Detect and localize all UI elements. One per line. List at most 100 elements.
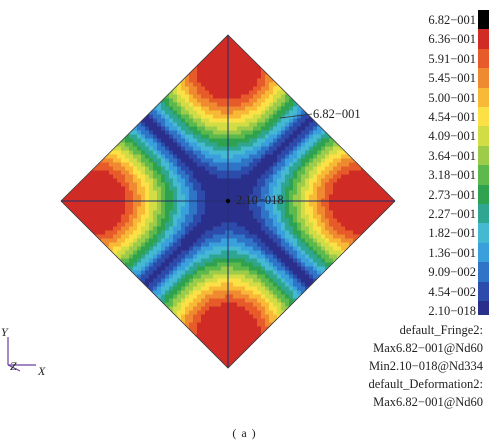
fringe-cell xyxy=(197,218,202,223)
fringe-cell xyxy=(197,298,202,303)
fringe-cell xyxy=(221,298,226,303)
fringe-cell xyxy=(229,338,234,343)
fringe-cell xyxy=(297,134,302,139)
fringe-cell xyxy=(153,106,158,111)
fringe-cell xyxy=(265,214,270,219)
fringe-cell xyxy=(173,278,178,283)
fringe-cell xyxy=(257,290,262,295)
fringe-cell xyxy=(141,150,146,155)
fringe-cell xyxy=(281,194,286,199)
fringe-cell xyxy=(329,158,334,163)
fringe-cell xyxy=(201,206,206,211)
fringe-cell xyxy=(121,154,126,159)
fringe-cell xyxy=(217,270,222,275)
fringe-cell xyxy=(277,130,282,135)
fringe-cell xyxy=(221,250,226,255)
fringe-cell xyxy=(245,350,250,355)
fringe-cell xyxy=(89,170,94,175)
fringe-cell xyxy=(305,186,310,191)
fringe-cell xyxy=(305,162,310,167)
fringe-cell xyxy=(221,266,226,271)
fringe-cell xyxy=(277,166,282,171)
fringe-cell xyxy=(221,294,226,299)
fringe-cell xyxy=(309,194,314,199)
fringe-cell xyxy=(241,342,246,347)
fringe-cell xyxy=(209,286,214,291)
fringe-cell xyxy=(121,194,126,199)
fringe-cell xyxy=(225,130,230,135)
fringe-cell xyxy=(149,214,154,219)
fringe-cell xyxy=(209,162,214,167)
fringe-cell xyxy=(241,282,246,287)
fringe-cell xyxy=(165,142,170,147)
fringe-cell xyxy=(205,194,210,199)
fringe-cell xyxy=(133,134,138,139)
fringe-cell xyxy=(293,146,298,151)
fringe-cell xyxy=(217,218,222,223)
fringe-cell xyxy=(221,186,226,191)
fringe-cell xyxy=(173,138,178,143)
fringe-cell xyxy=(145,234,150,239)
fringe-cell xyxy=(317,158,322,163)
fringe-cell xyxy=(141,134,146,139)
fringe-cell xyxy=(197,322,202,327)
fringe-cell xyxy=(225,178,230,183)
fringe-cell xyxy=(305,122,310,127)
fringe-cell xyxy=(65,202,70,207)
fringe-cell xyxy=(225,174,230,179)
fringe-cell xyxy=(273,102,278,107)
fringe-cell xyxy=(185,330,190,335)
fringe-cell xyxy=(277,318,282,323)
fringe-cell xyxy=(225,270,230,275)
fringe-cell xyxy=(221,314,226,319)
fringe-cell xyxy=(181,186,186,191)
fringe-cell xyxy=(333,242,338,247)
fringe-cell xyxy=(145,126,150,131)
fringe-cell xyxy=(229,246,234,251)
fringe-cell xyxy=(197,306,202,311)
fringe-cell xyxy=(309,142,314,147)
fringe-cell xyxy=(217,134,222,139)
fringe-cell xyxy=(269,282,274,287)
fringe-cell xyxy=(109,162,114,167)
fringe-cell xyxy=(313,194,318,199)
fringe-cell xyxy=(201,298,206,303)
fringe-cell xyxy=(109,254,114,259)
fringe-cell xyxy=(217,90,222,95)
fringe-cell xyxy=(285,290,290,295)
fringe-cell xyxy=(249,326,254,331)
fringe-cell xyxy=(237,154,242,159)
fringe-cell xyxy=(313,130,318,135)
fringe-cell xyxy=(121,246,126,251)
fringe-cell xyxy=(233,338,238,343)
fringe-cell xyxy=(253,178,258,183)
fringe-cell xyxy=(221,242,226,247)
fringe-cell xyxy=(297,298,302,303)
fringe-cell xyxy=(149,158,154,163)
fringe-cell xyxy=(225,246,230,251)
fringe-cell xyxy=(253,98,258,103)
fringe-cell xyxy=(121,214,126,219)
fringe-cell xyxy=(225,98,230,103)
fringe-cell xyxy=(149,242,154,247)
fringe-cell xyxy=(237,130,242,135)
fringe-cell xyxy=(181,166,186,171)
fringe-cell xyxy=(217,214,222,219)
fringe-cell xyxy=(265,86,270,91)
fringe-cell xyxy=(221,290,226,295)
fringe-cell xyxy=(245,82,250,87)
fringe-cell xyxy=(273,82,278,87)
fringe-cell xyxy=(157,250,162,255)
fringe-cell xyxy=(105,250,110,255)
fringe-cell xyxy=(229,290,234,295)
fringe-cell xyxy=(245,70,250,75)
fringe-cell xyxy=(141,162,146,167)
fringe-cell xyxy=(301,246,306,251)
fringe-cell xyxy=(121,202,126,207)
fringe-cell xyxy=(177,178,182,183)
fringe-cell xyxy=(329,206,334,211)
fringe-cell xyxy=(205,254,210,259)
fringe-cell xyxy=(257,294,262,299)
fringe-cell xyxy=(269,174,274,179)
fringe-cell xyxy=(245,54,250,59)
